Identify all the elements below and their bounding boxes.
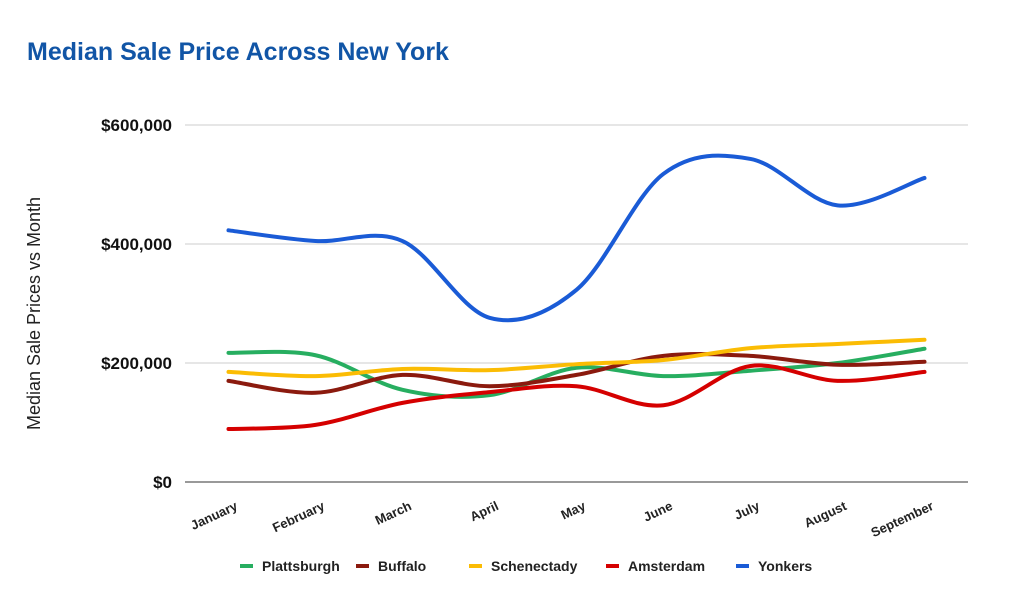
legend-swatch-yonkers: [736, 564, 749, 568]
x-tick-label: March: [373, 498, 414, 528]
series-line-yonkers: [226, 153, 927, 323]
chart-title: Median Sale Price Across New York: [27, 38, 449, 66]
series-line-amsterdam: [226, 363, 927, 432]
series-line-buffalo: [226, 352, 927, 395]
y-tick-label: $600,000: [101, 116, 172, 135]
y-axis-label: Median Sale Prices vs Month: [24, 197, 44, 430]
legend-swatch-schenectady: [469, 564, 482, 568]
legend-swatch-amsterdam: [606, 564, 619, 568]
x-tick-label: February: [270, 498, 327, 535]
legend-label: Schenectady: [491, 558, 578, 574]
y-tick-label: $200,000: [101, 354, 172, 373]
legend-label: Plattsburgh: [262, 558, 340, 574]
legend-label: Yonkers: [758, 558, 812, 574]
legend-swatch-plattsburgh: [240, 564, 253, 568]
series-line-plattsburgh: [226, 346, 927, 399]
x-tick-label: September: [869, 498, 936, 540]
x-tick-label: April: [468, 498, 501, 524]
x-tick-label: May: [559, 498, 589, 523]
legend-label: Amsterdam: [628, 558, 705, 574]
series-line-schenectady: [226, 337, 927, 379]
x-tick-label: August: [802, 498, 850, 531]
legend-label: Buffalo: [378, 558, 426, 574]
x-tick-label: July: [732, 498, 763, 523]
x-tick-label: June: [641, 498, 675, 524]
y-tick-label: $0: [153, 473, 172, 492]
x-tick-label: January: [188, 498, 240, 533]
legend-swatch-buffalo: [356, 564, 369, 568]
y-tick-label: $400,000: [101, 235, 172, 254]
